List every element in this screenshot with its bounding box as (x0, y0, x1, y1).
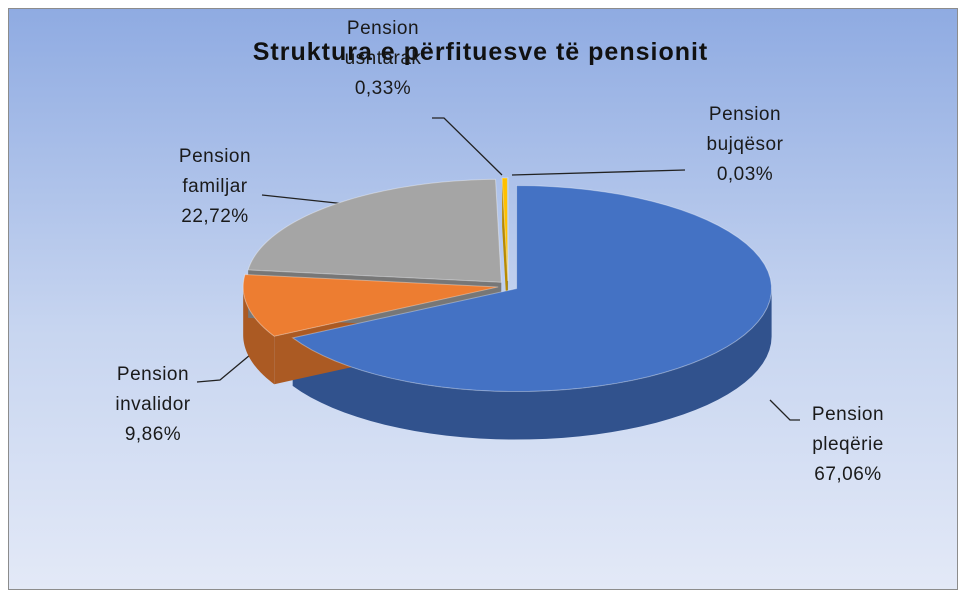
leader-line (196, 354, 251, 383)
value-label: 9,86% (124, 424, 182, 445)
category-label: Pension familjar (178, 146, 252, 197)
value-label: 0,03% (716, 164, 774, 185)
slice (247, 178, 502, 283)
slice-side (292, 288, 772, 440)
value-label: 22,72% (181, 206, 249, 227)
data-label: Pension ushtarak 0,33% (318, 14, 448, 104)
leader-line (769, 399, 800, 421)
category-label: Pension ushtarak (344, 18, 422, 69)
category-label: Pension pleqërie (811, 404, 885, 455)
slice (291, 185, 773, 393)
data-label: Pension invalidor 9,86% (88, 360, 218, 450)
data-label: Pension pleqërie 67,06% (798, 400, 898, 490)
slice-side (243, 286, 275, 385)
category-label: Pension bujqësor (706, 104, 784, 155)
value-label: 67,06% (814, 464, 882, 485)
value-label: 0,33% (354, 78, 412, 99)
slice (242, 274, 499, 337)
slice-tops (242, 177, 773, 393)
leader-line (511, 169, 686, 176)
chart-title: Struktura e përfituesve të pensionit (252, 38, 709, 66)
leader-line (432, 117, 503, 176)
data-label: Pension familjar 22,72% (150, 142, 280, 232)
data-label: Pension bujqësor 0,03% (680, 100, 810, 190)
slice (501, 177, 509, 282)
category-label: Pension invalidor (115, 364, 191, 415)
